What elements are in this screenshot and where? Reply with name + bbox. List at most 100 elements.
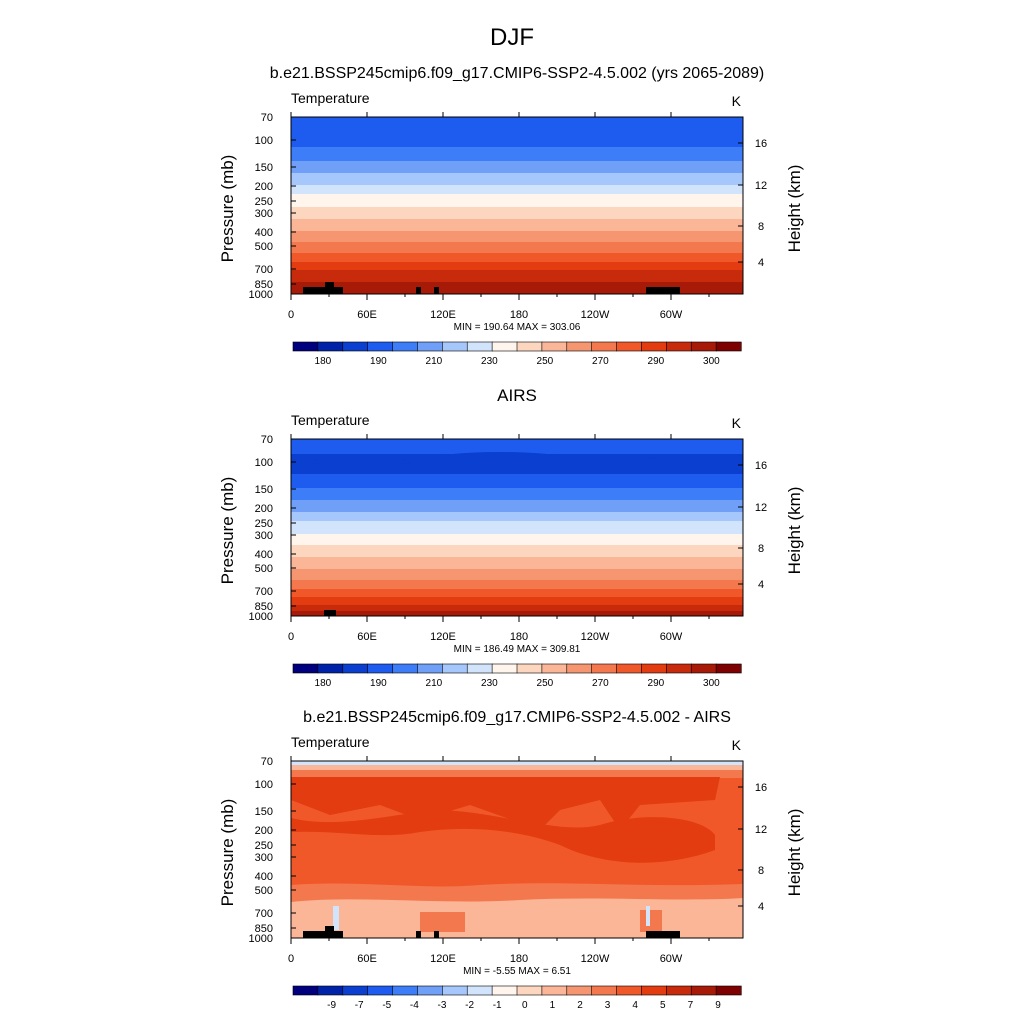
y-tick-label: 150: [255, 484, 273, 496]
panel-title: b.e21.BSSP245cmip6.f09_g17.CMIP6-SSP2-4.…: [303, 709, 731, 726]
contour-band: [291, 597, 743, 606]
contour-band: [291, 439, 743, 455]
colorbar-swatch: [566, 985, 593, 996]
contour-band: [291, 117, 743, 148]
x-tick-label: 60E: [357, 631, 377, 643]
y-axis-label-right: Height (km): [785, 487, 804, 575]
colorbar-label: 190: [370, 356, 387, 367]
colorbar-swatch: [317, 985, 344, 996]
colorbar-swatch: [566, 341, 593, 352]
colorbar-label: 5: [660, 1000, 666, 1011]
y-tick-label: 150: [255, 806, 273, 818]
variable-label: Temperature: [291, 412, 370, 428]
colorbar-label: 1: [550, 1000, 556, 1011]
colorbar-label: 300: [703, 678, 720, 689]
contour-blob: [428, 452, 572, 468]
y-tick-label: 700: [255, 264, 273, 276]
y-right-tick-label: 4: [758, 257, 764, 269]
colorbar-swatch: [715, 341, 742, 352]
colorbar-swatch: [690, 985, 717, 996]
colorbar-swatch: [466, 341, 493, 352]
y-right-tick-label: 16: [755, 138, 767, 150]
units-label: K: [732, 93, 742, 109]
contour-blob: [305, 459, 415, 465]
colorbar-label: 210: [426, 356, 443, 367]
x-tick-label: 120W: [581, 631, 610, 643]
colorbar-swatch: [442, 985, 468, 996]
colorbar-swatch: [541, 985, 568, 996]
y-tick-label: 200: [255, 503, 273, 515]
y-tick-label: 250: [255, 196, 273, 208]
y-tick-label: 70: [261, 434, 273, 446]
contour-blob: [291, 898, 743, 938]
x-tick-label: 120E: [430, 631, 456, 643]
colorbar-label: -5: [382, 1000, 391, 1011]
colorbar-swatch: [392, 341, 419, 352]
colorbar-swatch: [690, 341, 717, 352]
contour-band: [291, 474, 743, 489]
colorbar-label: -4: [410, 1000, 419, 1011]
y-tick-label: 70: [261, 756, 273, 768]
panel-title: b.e21.BSSP245cmip6.f09_g17.CMIP6-SSP2-4.…: [270, 65, 765, 82]
y-tick-label: 300: [255, 852, 273, 864]
contour-band: [291, 282, 743, 294]
contour-blob: [291, 810, 715, 863]
topography-mask: [303, 282, 343, 294]
contour-blob: [646, 906, 650, 926]
y-right-tick-label: 8: [758, 221, 764, 233]
x-tick-label: 120W: [581, 953, 610, 965]
colorbar-swatch: [616, 663, 643, 674]
contour-blob: [291, 777, 720, 830]
x-tick-label: 0: [288, 631, 294, 643]
contour-band: [291, 488, 743, 501]
colorbar-label: 290: [648, 678, 665, 689]
plot-frame: [290, 116, 744, 295]
topography-mask: [434, 931, 439, 938]
colorbar-label: 270: [592, 356, 609, 367]
colorbar-swatch: [616, 341, 643, 352]
colorbar-label: -9: [327, 1000, 336, 1011]
variable-label: Temperature: [291, 734, 370, 750]
y-tick-label: 200: [255, 825, 273, 837]
colorbar-swatch: [616, 985, 643, 996]
y-tick-label: 500: [255, 241, 273, 253]
colorbar-label: 210: [426, 678, 443, 689]
contour-band: [291, 194, 743, 208]
contour-band: [291, 770, 743, 778]
y-tick-label: 70: [261, 112, 273, 124]
colorbar-swatch: [392, 985, 419, 996]
colorbar-swatch: [442, 341, 468, 352]
topography-mask: [416, 287, 421, 294]
contour-band: [291, 545, 743, 558]
colorbar-swatch: [566, 663, 593, 674]
colorbar-swatch: [317, 341, 344, 352]
colorbar-label: -1: [493, 1000, 502, 1011]
contour-blob: [640, 910, 662, 932]
contour-band: [291, 262, 743, 271]
colorbar-label: 250: [537, 356, 554, 367]
colorbar-swatch: [715, 985, 742, 996]
y-right-tick-label: 16: [755, 460, 767, 472]
colorbar-swatch: [442, 663, 468, 674]
y-tick-label: 850: [255, 279, 273, 291]
colorbar-label: 290: [648, 356, 665, 367]
colorbar-label: 2: [577, 1000, 583, 1011]
contour-band: [291, 557, 743, 570]
y-right-tick-label: 8: [758, 543, 764, 555]
colorbar-swatch: [367, 341, 394, 352]
x-tick-label: 120E: [430, 309, 456, 321]
contour-band: [291, 611, 743, 616]
colorbar-label: -7: [355, 1000, 364, 1011]
contour-band: [291, 500, 743, 513]
colorbar-label: 4: [632, 1000, 638, 1011]
colorbar-swatch: [292, 663, 319, 674]
y-tick-label: 1000: [249, 611, 273, 623]
colorbar-swatch: [541, 663, 568, 674]
y-tick-label: 400: [255, 549, 273, 561]
y-axis-label-right: Height (km): [785, 809, 804, 897]
x-tick-label: 60W: [660, 309, 683, 321]
x-tick-label: 60W: [660, 953, 683, 965]
y-tick-label: 400: [255, 871, 273, 883]
